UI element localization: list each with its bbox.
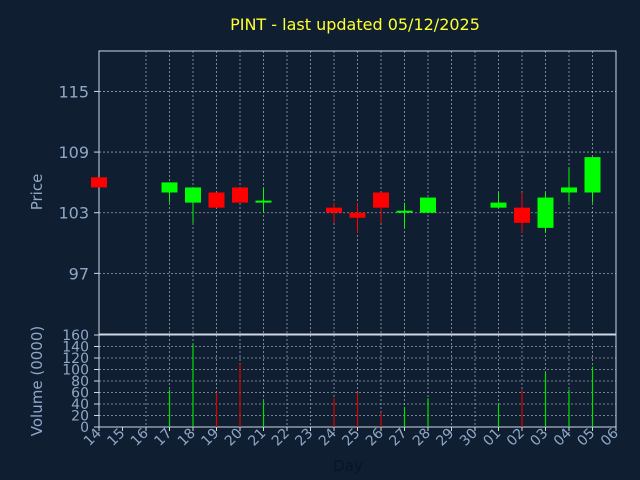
x-tick-label: 03 bbox=[527, 426, 551, 450]
candle-body bbox=[161, 182, 178, 193]
candle-body bbox=[420, 197, 436, 213]
price-tick-label: 115 bbox=[58, 82, 89, 101]
x-tick-label: 01 bbox=[480, 426, 504, 450]
x-tick-label: 15 bbox=[104, 426, 128, 450]
volume-tick-label: 140 bbox=[62, 340, 89, 356]
price-tick-label: 103 bbox=[58, 204, 89, 223]
candle-body bbox=[561, 187, 577, 193]
x-tick-label: 29 bbox=[433, 426, 457, 450]
x-tick-label: 27 bbox=[386, 426, 410, 450]
price-axis-label: Price bbox=[28, 174, 46, 211]
price-panel: 97 103 109 115 bbox=[58, 50, 617, 335]
x-tick-label: 26 bbox=[363, 425, 387, 449]
x-tick-label: 25 bbox=[339, 426, 363, 450]
x-tick-label: 18 bbox=[175, 426, 199, 450]
x-tick-label: 16 bbox=[128, 425, 152, 449]
candle-body bbox=[396, 210, 413, 213]
volume-axis-label: Volume (0000) bbox=[28, 326, 46, 436]
x-tick-label: 20 bbox=[222, 426, 246, 450]
price-tick-label: 109 bbox=[58, 143, 89, 162]
x-tick-label: 05 bbox=[574, 426, 598, 450]
candle-body bbox=[91, 177, 107, 188]
x-tick-label: 22 bbox=[269, 426, 293, 450]
candle-body bbox=[584, 157, 601, 193]
candle-body bbox=[490, 202, 507, 208]
volume-tick-label: 80 bbox=[71, 374, 89, 390]
x-tick-label: 17 bbox=[151, 426, 175, 450]
candle-body bbox=[349, 212, 366, 218]
x-axis-label: Day bbox=[333, 457, 363, 475]
price-tick-label: 97 bbox=[69, 264, 89, 283]
volume-tick-label: 160 bbox=[62, 328, 89, 344]
volume-tick-label: 60 bbox=[71, 386, 89, 402]
candle-body bbox=[373, 192, 389, 208]
candle-body bbox=[255, 200, 272, 203]
x-axis-ticks: 14 15 16 17 18 19 20 21 22 23 24 25 26 27 28 29 30 01 02 03… bbox=[81, 425, 622, 449]
volume-tick-label: 0 bbox=[80, 420, 89, 436]
x-tick-label: 21 bbox=[245, 426, 269, 450]
x-tick-label: 04 bbox=[551, 425, 575, 449]
chart-title: PINT - last updated 05/12/2025 bbox=[230, 15, 480, 34]
candle-body bbox=[326, 207, 342, 213]
candle-body bbox=[185, 187, 201, 203]
volume-tick-label: 100 bbox=[62, 363, 89, 379]
x-tick-label: 23 bbox=[292, 426, 316, 450]
candle-body bbox=[208, 192, 225, 208]
x-tick-label: 30 bbox=[457, 426, 481, 450]
candle-body bbox=[232, 187, 248, 203]
x-tick-label: 24 bbox=[316, 425, 340, 449]
volume-tick-label: 120 bbox=[62, 351, 89, 367]
x-tick-label: 28 bbox=[410, 426, 434, 450]
candle-body bbox=[537, 197, 554, 228]
candle-body bbox=[514, 207, 530, 223]
x-tick-label: 02 bbox=[504, 426, 528, 450]
volume-tick-label: 20 bbox=[71, 409, 89, 425]
x-tick-label: 19 bbox=[198, 426, 222, 450]
volume-tick-label: 40 bbox=[71, 397, 89, 413]
x-tick-label: 06 bbox=[598, 425, 622, 449]
